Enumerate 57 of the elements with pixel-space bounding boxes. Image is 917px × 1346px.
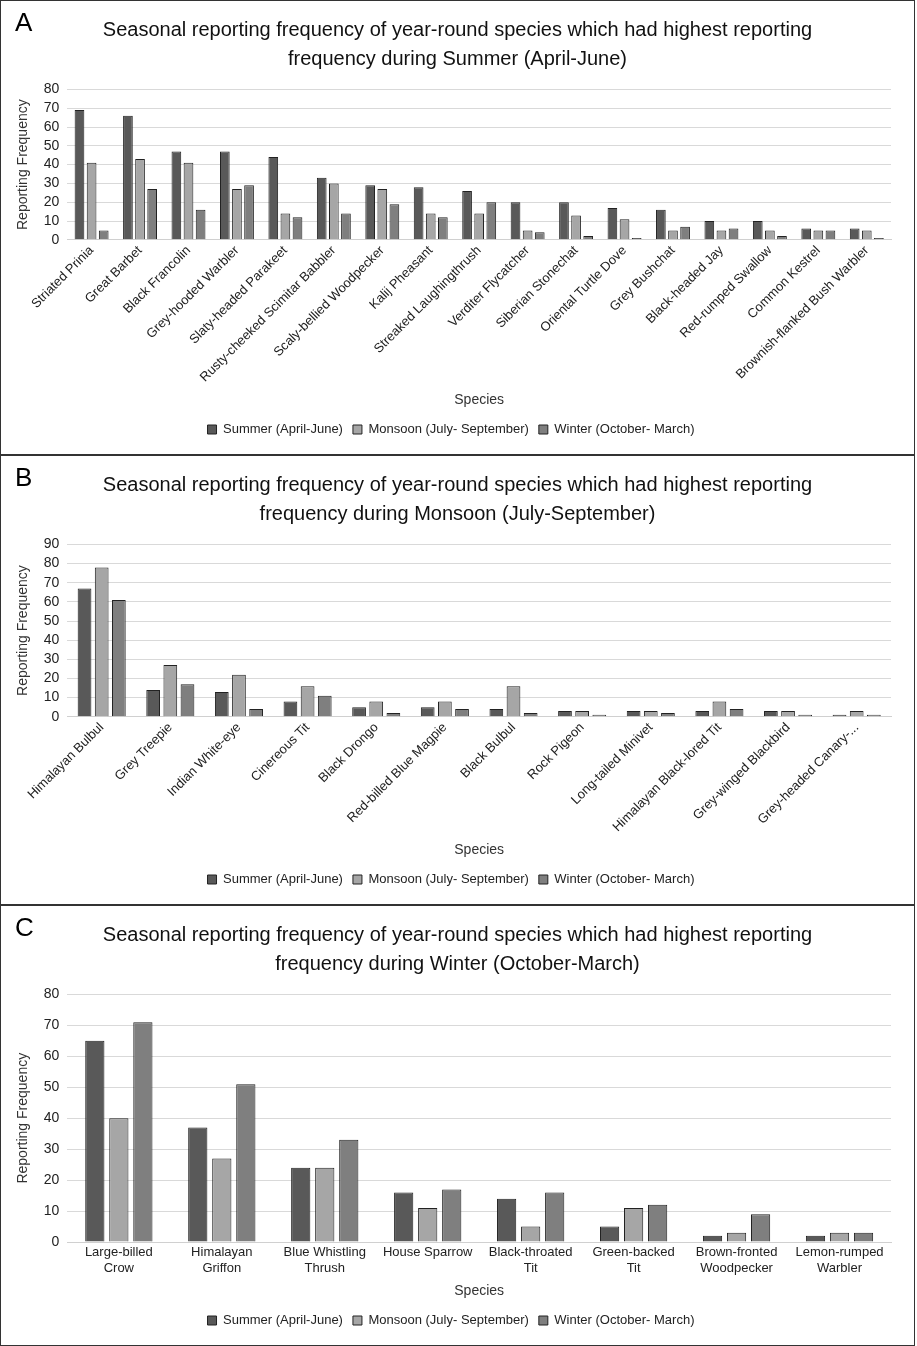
- chart-title: Seasonal reporting frequency of year-round species which had highest reporting frequency during Winter (October-March): [101, 922, 814, 976]
- y-axis-title: Reporting Frequency: [14, 1052, 31, 1184]
- y-tick-label: 30: [43, 1140, 60, 1157]
- x-tick-label: Brown-fronted Woodpecker: [695, 1244, 778, 1275]
- y-tick-label: 0: [51, 1232, 60, 1249]
- y-tick-label: 80: [43, 985, 60, 1002]
- y-tick-label: 20: [43, 1170, 60, 1187]
- x-tick-label: Green-backed Tit: [592, 1244, 675, 1275]
- legend-label: Monsoon (July- September): [368, 421, 529, 437]
- y-tick-label: 60: [43, 117, 60, 134]
- x-tick-label: House Sparrow: [382, 1244, 474, 1260]
- x-axis-title: Species: [454, 391, 505, 408]
- y-tick-label: 70: [43, 1016, 60, 1033]
- legend-label: Winter (October- March): [554, 1312, 695, 1328]
- x-tick-label: Blue Whistling Thrush: [283, 1244, 366, 1275]
- legend-label: Winter (October- March): [554, 871, 695, 887]
- y-axis-title: Reporting Frequency: [14, 99, 31, 231]
- legend-label: Winter (October- March): [554, 421, 695, 437]
- x-tick-label: Himalayan Griffon: [191, 1244, 253, 1275]
- y-tick-label: 80: [43, 80, 60, 97]
- x-tick-label: Large-billed Crow: [84, 1244, 153, 1275]
- legend-label: Monsoon (July- September): [368, 1312, 529, 1328]
- y-tick-label: 60: [43, 1047, 60, 1064]
- y-tick-label: 20: [43, 193, 60, 210]
- chart-title: Seasonal reporting frequency of year-round species which had highest reporting frequency during Monsoon (July-September): [101, 472, 814, 526]
- y-tick-label: 40: [43, 155, 60, 172]
- legend-label: Summer (April-June): [223, 421, 343, 437]
- y-tick-label: 60: [43, 592, 60, 609]
- legend-label: Summer (April-June): [223, 1312, 343, 1328]
- y-tick-label: 30: [43, 650, 60, 667]
- y-tick-label: 20: [43, 669, 60, 686]
- y-tick-label: 80: [43, 554, 60, 571]
- x-tick-label: Lemon-rumped Warbler: [795, 1244, 884, 1275]
- y-tick-label: 0: [51, 707, 60, 724]
- y-axis-title: Reporting Frequency: [14, 565, 31, 696]
- y-tick-label: 90: [43, 535, 60, 552]
- y-tick-label: 40: [43, 1109, 60, 1126]
- text: B: [15, 462, 33, 493]
- y-tick-label: 10: [43, 1201, 60, 1218]
- y-tick-label: 50: [43, 1078, 60, 1095]
- legend-label: Monsoon (July- September): [368, 871, 529, 887]
- y-tick-label: 40: [43, 631, 60, 648]
- x-tick-label: Black-throated Tit: [488, 1244, 573, 1275]
- y-tick-label: 0: [51, 230, 60, 247]
- legend-label: Summer (April-June): [223, 871, 343, 887]
- y-tick-label: 70: [43, 99, 60, 116]
- y-tick-label: 10: [43, 688, 60, 705]
- y-tick-label: 70: [43, 573, 60, 590]
- y-tick-label: 10: [43, 211, 60, 228]
- y-tick-label: 50: [43, 611, 60, 628]
- text: C: [15, 912, 34, 943]
- y-tick-label: 50: [43, 136, 60, 153]
- text: A: [15, 7, 33, 38]
- y-tick-label: 30: [43, 174, 60, 191]
- chart-title: Seasonal reporting frequency of year-round species which had highest reporting frequency during Summer (April-June): [101, 17, 814, 71]
- x-axis-title: Species: [454, 1282, 505, 1299]
- x-axis-title: Species: [454, 841, 505, 858]
